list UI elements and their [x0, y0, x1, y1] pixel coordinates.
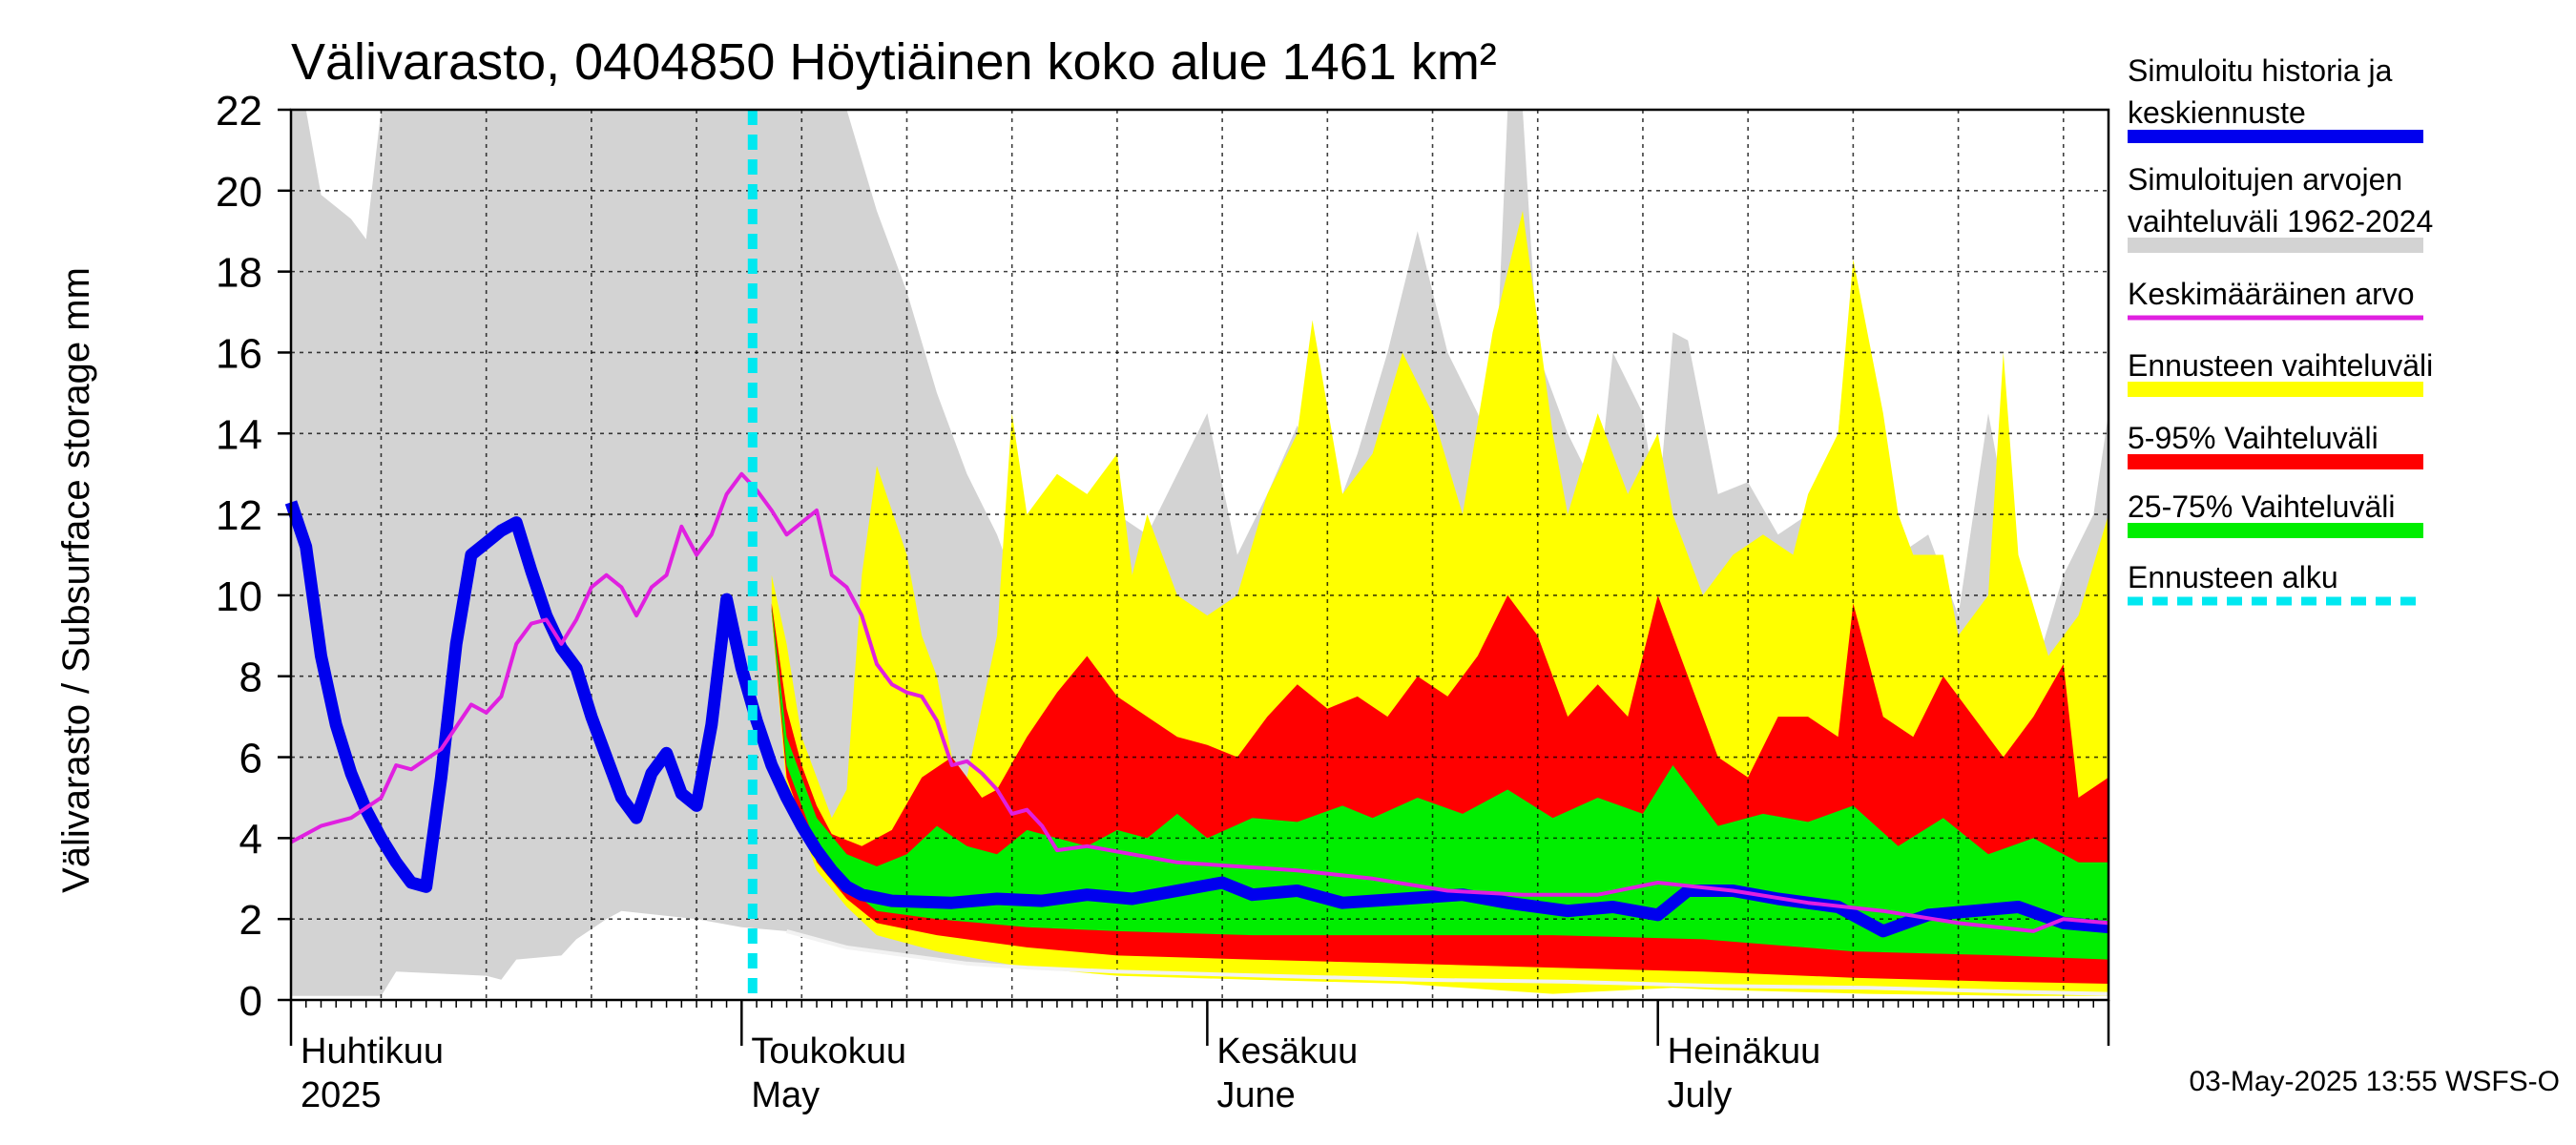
y-tick-label-14: 14 — [216, 411, 262, 458]
month-label-en: June — [1216, 1075, 1295, 1115]
y-tick-label-0: 0 — [239, 978, 262, 1025]
legend-label-3: Keskimääräinen arvo — [2128, 277, 2415, 311]
legend-label-1: Simuloitu historia ja — [2128, 53, 2393, 88]
month-label-en: May — [751, 1075, 820, 1115]
y-tick-label-4: 4 — [239, 816, 262, 863]
legend-label-2: vaihteluväli 1962-2024 — [2128, 204, 2433, 239]
legend-label-6: 25-75% Vaihteluväli — [2128, 489, 2395, 524]
range-bands — [291, 110, 2109, 996]
month-label-fi: Toukokuu — [751, 1031, 906, 1072]
y-tick-label-18: 18 — [216, 250, 262, 297]
month-label-fi: Heinäkuu — [1668, 1031, 1821, 1072]
chart-grid — [291, 110, 2109, 1000]
legend-label-7: Ennusteen alku — [2128, 560, 2338, 594]
timestamp-footer: 03-May-2025 13:55 WSFS-O — [2190, 1066, 2561, 1097]
legend-label-1: keskiennuste — [2128, 95, 2306, 130]
plot-frame — [289, 108, 2110, 1002]
historical-min-trace — [785, 928, 2109, 996]
y-tick-label-10: 10 — [216, 573, 262, 620]
month-label-en: 2025 — [301, 1075, 382, 1115]
y-axis-label: Välivarasto / Subsurface storage mm — [55, 267, 97, 893]
month-label-fi: Huhtikuu — [301, 1031, 444, 1072]
month-label-en: July — [1668, 1075, 1733, 1115]
chart-title: Välivarasto, 0404850 Höytiäinen koko alu… — [291, 33, 1497, 91]
series-simuloitu-historia-ja-keskiennuste — [284, 500, 2109, 938]
legend: Simuloitu historia ja keskiennuste Simuloi… — [2128, 53, 2433, 606]
month-label-fi: Kesäkuu — [1216, 1031, 1358, 1072]
series-keskimaarainen-arvo — [290, 471, 2109, 933]
series-lines — [284, 110, 2109, 1000]
legend-label-5: 5-95% Vaihteluväli — [2128, 421, 2379, 455]
band-25-75-vaihteluvali — [771, 607, 2109, 960]
legend-label-4: Ennusteen vaihteluväli — [2128, 348, 2433, 383]
y-tick-label-20: 20 — [216, 169, 262, 216]
y-tick-label-2: 2 — [239, 897, 262, 944]
y-tick-label-8: 8 — [239, 655, 262, 701]
y-tick-label-12: 12 — [216, 492, 262, 539]
legend-label-2: Simuloitujen arvojen — [2128, 162, 2402, 197]
y-tick-label-22: 22 — [216, 88, 262, 135]
y-tick-label-16: 16 — [216, 330, 262, 377]
y-tick-label-6: 6 — [239, 736, 262, 782]
